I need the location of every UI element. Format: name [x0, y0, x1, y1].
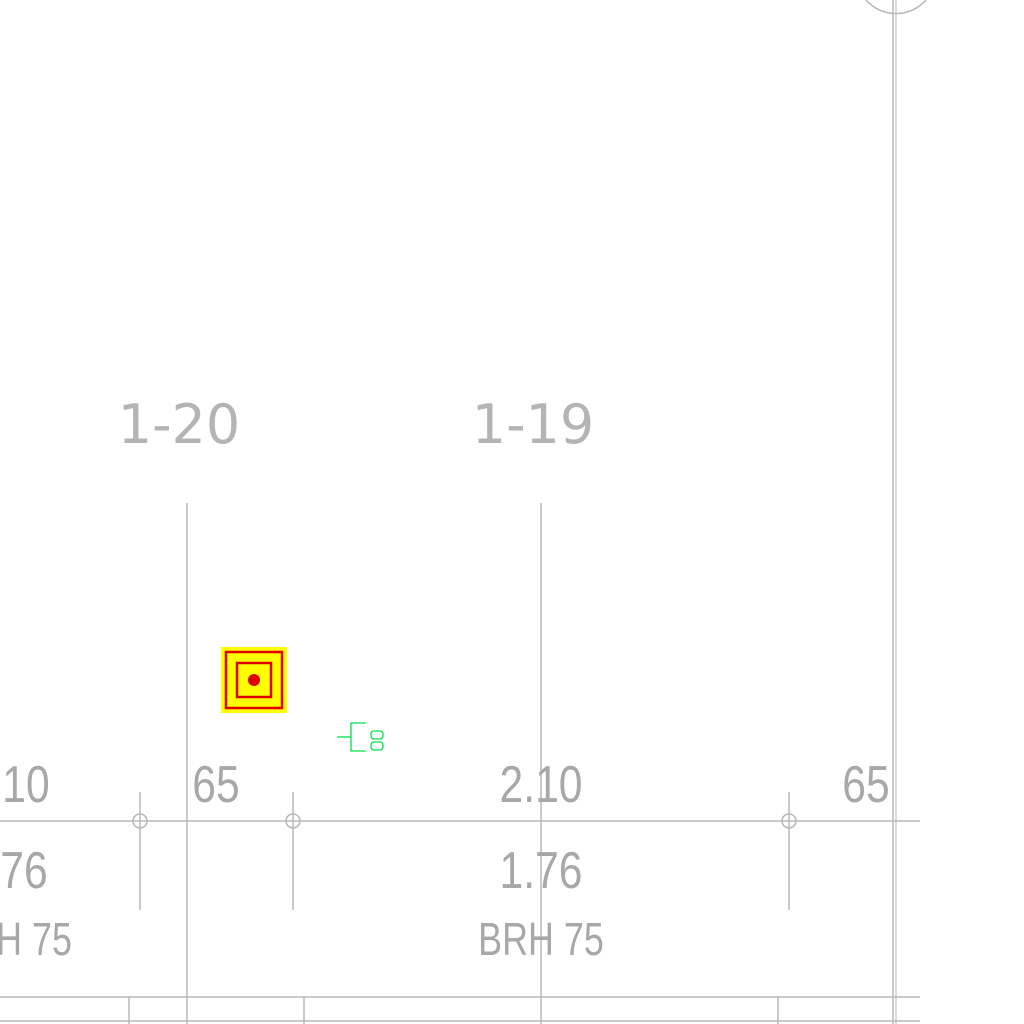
dimension-labels-sill: H 75 BRH 75: [0, 914, 604, 965]
sill-height: H 75: [0, 914, 72, 965]
sill-height: BRH 75: [478, 914, 604, 965]
opening-height: 1.76: [500, 842, 583, 900]
dimension-tick-circle: [285, 813, 301, 829]
dimension-value: 2.10: [500, 756, 583, 814]
dimension-value: 65: [842, 756, 889, 814]
dimension-value: 10: [2, 756, 49, 814]
dimension-ticks: [132, 792, 797, 910]
bottom-wall: [0, 996, 920, 1024]
grid-label-1-20: 1-20: [118, 393, 241, 456]
target-square-icon[interactable]: [221, 647, 287, 713]
dimension-value: 65: [192, 756, 239, 814]
electrical-outlet-icon: [337, 722, 384, 752]
dimension-labels-top: 10 65 2.10 65: [2, 756, 889, 814]
dimension-tick-circle: [132, 813, 148, 829]
opening-height: 76: [0, 842, 47, 900]
dimension-labels-height: 76 1.76: [0, 842, 582, 900]
grid-label-1-19: 1-19: [472, 393, 595, 456]
dimension-tick-circle: [781, 813, 797, 829]
